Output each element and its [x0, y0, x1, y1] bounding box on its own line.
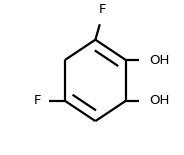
Text: OH: OH: [150, 94, 170, 107]
Text: F: F: [34, 94, 41, 107]
Text: OH: OH: [150, 53, 170, 66]
Text: F: F: [98, 3, 106, 16]
